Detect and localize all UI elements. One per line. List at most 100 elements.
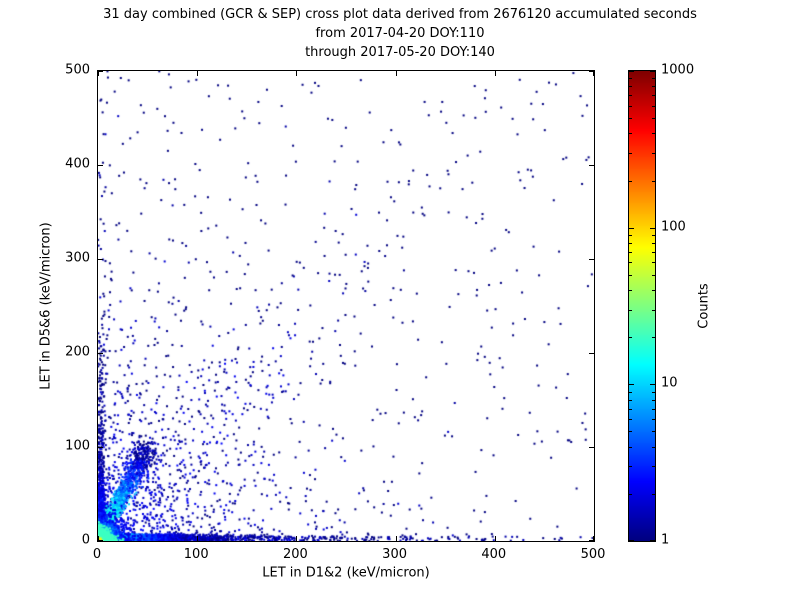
colorbar-minor-tick <box>652 243 655 244</box>
y-tick-mark <box>98 71 103 72</box>
colorbar-minor-tick <box>629 181 632 182</box>
colorbar-minor-tick <box>652 133 655 134</box>
x-tick-label: 300 <box>382 547 408 562</box>
colorbar-minor-tick <box>629 262 632 263</box>
colorbar-minor-tick <box>652 431 655 432</box>
colorbar-tick-mark <box>629 228 634 229</box>
colorbar-minor-tick <box>652 466 655 467</box>
chart-title: 31 day combined (GCR & SEP) cross plot d… <box>0 5 800 62</box>
y-tick-mark <box>98 540 103 541</box>
colorbar-minor-tick <box>629 235 632 236</box>
y-tick-label: 300 <box>65 250 90 266</box>
colorbar-tick-label: 1 <box>661 532 670 548</box>
colorbar-minor-tick <box>652 153 655 154</box>
colorbar-minor-tick <box>652 86 655 87</box>
y-tick-label: 400 <box>65 156 90 172</box>
y-tick-label: 200 <box>65 344 90 360</box>
title-line-1: 31 day combined (GCR & SEP) cross plot d… <box>103 7 697 22</box>
colorbar-minor-tick <box>652 400 655 401</box>
colorbar-tick-mark <box>629 71 634 72</box>
colorbar-tick-label: 100 <box>661 219 686 235</box>
y-tick-mark <box>98 165 103 166</box>
colorbar-minor-tick <box>652 392 655 393</box>
colorbar-minor-tick <box>629 153 632 154</box>
x-tick-mark <box>296 71 297 76</box>
colorbar-tick-mark <box>650 71 655 72</box>
colorbar-tick-mark <box>650 228 655 229</box>
title-line-2: from 2017-04-20 DOY:110 <box>315 26 485 41</box>
y-tick-mark <box>98 259 103 260</box>
colorbar-minor-tick <box>629 409 632 410</box>
x-tick-mark <box>593 536 594 541</box>
colorbar-minor-tick <box>629 337 632 338</box>
colorbar-minor-tick <box>652 235 655 236</box>
colorbar-minor-tick <box>629 494 632 495</box>
x-tick-mark <box>197 536 198 541</box>
colorbar-minor-tick <box>652 494 655 495</box>
colorbar-tick-mark <box>629 540 634 541</box>
colorbar-minor-tick <box>652 181 655 182</box>
colorbar-minor-tick <box>652 337 655 338</box>
colorbar-minor-tick <box>652 118 655 119</box>
colorbar-minor-tick <box>629 78 632 79</box>
title-line-3: through 2017-05-20 DOY:140 <box>305 45 495 60</box>
colorbar-minor-tick <box>652 419 655 420</box>
x-tick-mark <box>197 71 198 76</box>
colorbar-tick-label: 1000 <box>661 62 695 78</box>
y-tick-mark <box>589 353 594 354</box>
x-tick-label: 500 <box>580 547 606 562</box>
x-tick-label: 0 <box>92 547 102 562</box>
colorbar-minor-tick <box>629 431 632 432</box>
colorbar-minor-tick <box>629 447 632 448</box>
colorbar-minor-tick <box>629 419 632 420</box>
x-tick-mark <box>495 71 496 76</box>
y-tick-mark <box>98 353 103 354</box>
scatter-canvas <box>98 71 594 541</box>
colorbar-minor-tick <box>629 86 632 87</box>
colorbar-minor-tick <box>652 252 655 253</box>
colorbar-minor-tick <box>629 252 632 253</box>
y-tick-label: 0 <box>81 532 90 548</box>
colorbar-minor-tick <box>652 290 655 291</box>
y-tick-mark <box>589 259 594 260</box>
colorbar <box>628 70 656 542</box>
colorbar-tick-mark <box>629 384 634 385</box>
y-tick-mark <box>98 447 103 448</box>
x-tick-mark <box>98 71 99 76</box>
colorbar-minor-tick <box>629 95 632 96</box>
x-tick-mark <box>396 71 397 76</box>
colorbar-minor-tick <box>629 400 632 401</box>
colorbar-minor-tick <box>629 133 632 134</box>
colorbar-minor-tick <box>629 392 632 393</box>
colorbar-minor-tick <box>652 262 655 263</box>
y-tick-label: 100 <box>65 438 90 454</box>
x-tick-mark <box>593 71 594 76</box>
colorbar-minor-tick <box>629 118 632 119</box>
colorbar-gradient <box>629 71 655 541</box>
colorbar-minor-tick <box>652 310 655 311</box>
colorbar-minor-tick <box>652 106 655 107</box>
x-tick-mark <box>98 536 99 541</box>
colorbar-minor-tick <box>629 310 632 311</box>
y-axis-label: LET in D5&6 (keV/micron) <box>38 222 54 390</box>
x-tick-label: 100 <box>183 547 209 562</box>
colorbar-minor-tick <box>629 466 632 467</box>
colorbar-tick-mark <box>650 540 655 541</box>
colorbar-minor-tick <box>652 95 655 96</box>
x-axis-label: LET in D1&2 (keV/micron) <box>262 565 430 581</box>
x-tick-label: 400 <box>481 547 507 562</box>
x-tick-mark <box>296 536 297 541</box>
y-tick-mark <box>589 165 594 166</box>
colorbar-tick-mark <box>650 384 655 385</box>
colorbar-minor-tick <box>652 275 655 276</box>
y-tick-mark <box>589 71 594 72</box>
colorbar-minor-tick <box>629 106 632 107</box>
y-tick-label: 500 <box>65 62 90 78</box>
colorbar-minor-tick <box>652 409 655 410</box>
y-tick-mark <box>589 540 594 541</box>
colorbar-minor-tick <box>629 275 632 276</box>
colorbar-label: Counts <box>696 283 712 329</box>
y-tick-mark <box>589 447 594 448</box>
x-tick-mark <box>495 536 496 541</box>
